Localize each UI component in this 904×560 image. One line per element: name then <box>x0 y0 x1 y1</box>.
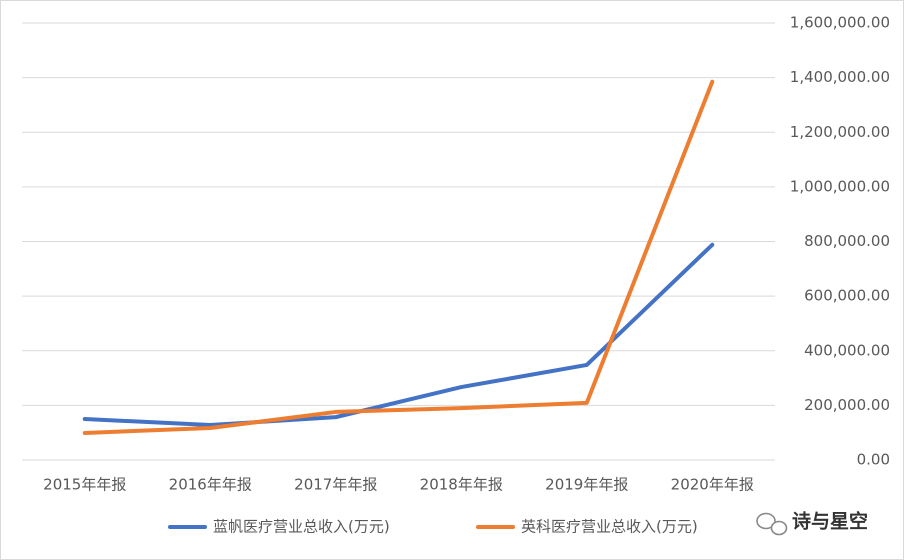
y-tick-label: 1,600,000.00 <box>790 14 890 32</box>
legend-label: 蓝帆医疗营业总收入(万元) <box>213 518 390 536</box>
x-tick-label: 2020年年报 <box>671 476 754 494</box>
watermark-icon <box>756 512 788 536</box>
y-tick-label: 200,000.00 <box>804 396 890 414</box>
series-line <box>82 79 715 435</box>
y-tick-label: 0.00 <box>857 451 890 469</box>
x-tick-label: 2015年年报 <box>43 476 126 494</box>
x-tick-label: 2016年年报 <box>169 476 252 494</box>
x-tick-label: 2018年年报 <box>420 476 503 494</box>
y-tick-label: 1,200,000.00 <box>790 123 890 141</box>
legend-label: 英科医疗营业总收入(万元) <box>521 518 698 536</box>
x-tick-label: 2017年年报 <box>294 476 377 494</box>
y-tick-label: 1,000,000.00 <box>790 177 890 195</box>
y-tick-label: 800,000.00 <box>804 232 890 250</box>
x-tick-label: 2019年年报 <box>545 476 628 494</box>
watermark: 诗与星空 <box>792 510 868 533</box>
y-tick-label: 1,400,000.00 <box>790 68 890 86</box>
y-tick-label: 400,000.00 <box>804 341 890 359</box>
y-tick-label: 600,000.00 <box>804 287 890 305</box>
